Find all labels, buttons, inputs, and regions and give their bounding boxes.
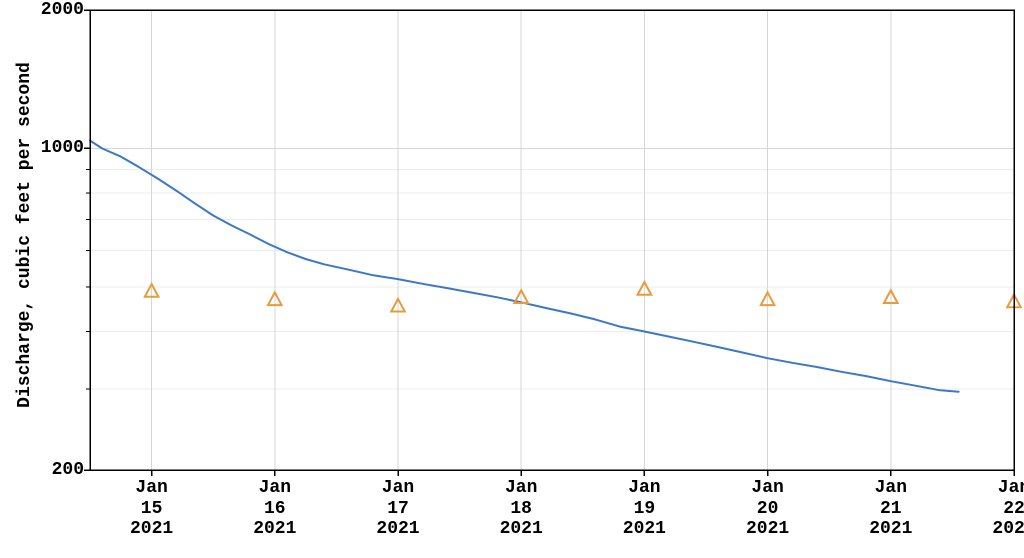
y-tick-label: 1000	[41, 138, 84, 158]
y-tick-label: 200	[52, 460, 84, 480]
chart-svg	[0, 0, 1024, 558]
x-tick-label: Jan 15 2021	[130, 478, 173, 540]
x-tick-label: Jan 16 2021	[253, 478, 296, 540]
x-tick-label: Jan 18 2021	[500, 478, 543, 540]
discharge-chart: Discharge, cubic feet per second 200 1000…	[0, 0, 1024, 558]
x-tick-label: Jan 17 2021	[376, 478, 419, 540]
plot-background	[90, 10, 1014, 470]
x-tick-label: Jan 21 2021	[869, 478, 912, 540]
x-tick-label: Jan 20 2021	[746, 478, 789, 540]
y-axis-label: Discharge, cubic feet per second	[10, 0, 40, 470]
x-tick-label: Jan 19 2021	[623, 478, 666, 540]
x-tick-label: Jan 22 2021	[992, 478, 1024, 540]
y-tick-label: 2000	[41, 0, 84, 20]
